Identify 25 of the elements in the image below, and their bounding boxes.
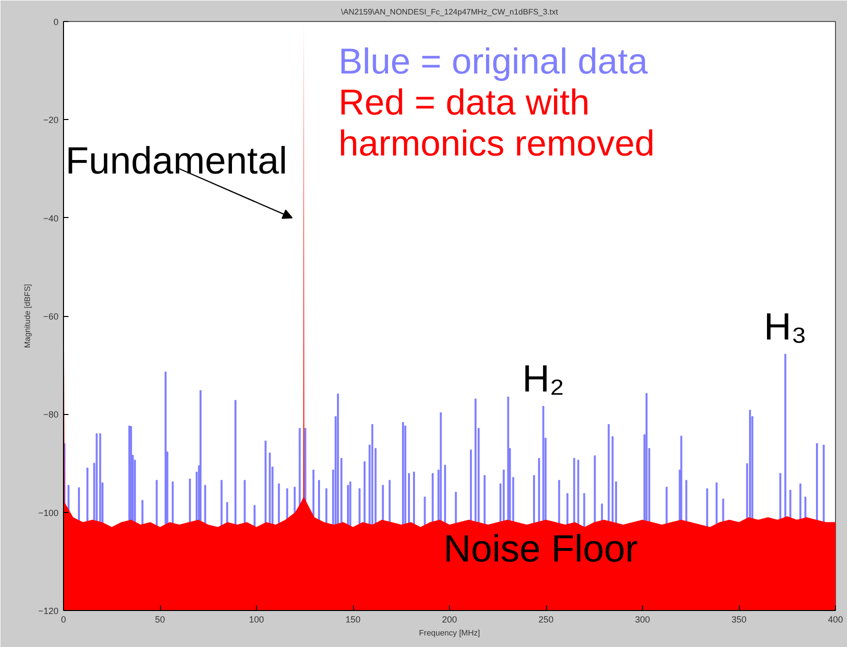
annotation: Noise Floor xyxy=(444,528,638,570)
chart-title: \AN2159\AN_NONDESI_Fc_124p47MHz_CW_n1dBFS_3.txt xyxy=(341,8,559,16)
y-tick-label: 0 xyxy=(53,17,59,27)
annotation: H₂ xyxy=(522,358,564,400)
x-tick-label: 200 xyxy=(442,614,458,624)
text: Blue = original data xyxy=(338,40,649,82)
y-tick-label: −20 xyxy=(43,115,59,126)
x-tick-label: 50 xyxy=(154,614,166,624)
y-tick-label: −120 xyxy=(38,606,59,616)
x-tick-label: 400 xyxy=(828,614,844,624)
x-axis-title: Frequency [MHz] xyxy=(419,628,480,638)
x-tick-label: 300 xyxy=(634,614,650,624)
x-tick-label: 250 xyxy=(538,614,554,624)
x-tick-label: 350 xyxy=(731,614,747,624)
x-tick-label: 150 xyxy=(345,614,361,624)
x-tick-label: 100 xyxy=(248,614,264,624)
annotation: H₃ xyxy=(764,306,807,348)
annotation: Fundamental xyxy=(66,140,288,182)
y-tick-label: −80 xyxy=(43,410,59,420)
y-tick-label: −40 xyxy=(43,213,59,224)
series-label: Red = data with harmonics removed xyxy=(338,82,655,164)
y-tick-label: −60 xyxy=(43,312,59,322)
y-tick-label: −100 xyxy=(38,508,59,518)
y-axis-title: Magnitude [dBFS] xyxy=(23,284,32,348)
x-tick-label: 0 xyxy=(60,614,66,624)
